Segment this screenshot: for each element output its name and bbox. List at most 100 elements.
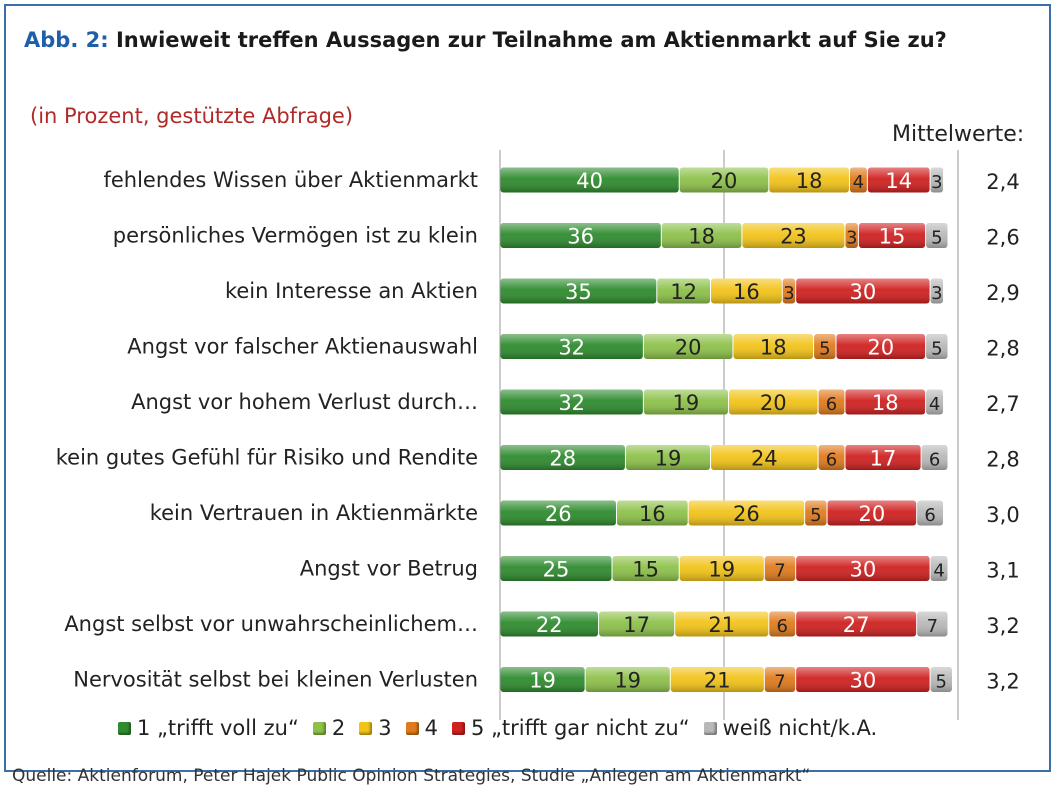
- bar-segment-gloss: [599, 611, 675, 637]
- bar-segment-gloss: [661, 223, 742, 248]
- bar-value-label: 4: [933, 561, 944, 582]
- bar-segment: [711, 445, 818, 470]
- bar-segment-gloss: [769, 611, 796, 637]
- bar-segment: [917, 611, 948, 637]
- bar-segment-gloss: [926, 389, 944, 415]
- bar-value-label: 40: [576, 169, 603, 193]
- bar-segment-gloss: [679, 556, 764, 581]
- bar-segment-gloss: [796, 667, 930, 692]
- bar-segment-gloss: [845, 445, 921, 470]
- legend-label: 5 „trifft gar nicht zu“: [470, 716, 690, 740]
- bar-segment-gloss: [657, 278, 711, 304]
- mean-value: 2,8: [986, 448, 1019, 472]
- bar-segment-gloss: [764, 556, 796, 581]
- bar-segment-gloss: [711, 278, 782, 304]
- bar-value-label: 20: [760, 391, 787, 415]
- bar-segment: [500, 556, 612, 581]
- bar-segment-gloss: [728, 389, 818, 415]
- bar-segment-gloss: [670, 667, 764, 692]
- bar-value-label: 16: [733, 280, 760, 304]
- bar-segment-gloss: [643, 389, 728, 415]
- bar-segment: [742, 223, 845, 248]
- bar-segment-gloss: [782, 278, 796, 304]
- bar-value-label: 14: [885, 169, 912, 193]
- bar-value-label: 23: [780, 225, 807, 249]
- bar-segment: [858, 223, 926, 248]
- legend-item: 1 „trifft voll zu“: [118, 716, 299, 740]
- bar-value-label: 28: [549, 447, 576, 471]
- bar-segment-gloss: [926, 334, 948, 359]
- bar-segment: [845, 223, 858, 248]
- bar-segment-gloss: [625, 445, 711, 470]
- bars-group: 40 20 18 4 14 3 36 18 23 3 15 5 35 12 16 3 30 3 32 20 18 5 20 5…: [500, 167, 952, 693]
- bar-segment: [930, 556, 948, 581]
- mean-value: 3,2: [986, 614, 1019, 638]
- bar-segment: [930, 667, 952, 692]
- category-label: Nervosität selbst bei kleinen Verlusten: [73, 668, 478, 692]
- bar-segment: [670, 667, 764, 692]
- bar-segment-gloss: [616, 500, 688, 526]
- bar-segment-gloss: [500, 556, 612, 581]
- category-label: Angst vor Betrug: [300, 557, 478, 581]
- bar-segment: [926, 223, 948, 248]
- bar-value-label: 20: [711, 169, 738, 193]
- bar-segment-gloss: [917, 611, 948, 637]
- bar-value-label: 21: [708, 613, 735, 637]
- bar-value-label: 6: [777, 616, 788, 637]
- bar-segment-gloss: [500, 500, 616, 526]
- bar-value-label: 12: [670, 280, 697, 304]
- bar-value-label: 6: [826, 394, 837, 415]
- legend-label: 3: [378, 716, 392, 740]
- bar-segment-gloss: [845, 389, 926, 415]
- bar-segment: [818, 389, 845, 415]
- chart-frame: [4, 4, 1051, 772]
- bar-segment: [711, 278, 782, 304]
- bar-segment: [500, 334, 643, 359]
- category-label: persönliches Vermögen ist zu klein: [113, 224, 478, 248]
- bar-value-label: 20: [675, 336, 702, 360]
- bar-value-label: 26: [733, 502, 760, 526]
- legend-swatch: [703, 721, 717, 735]
- bar-segment: [728, 389, 818, 415]
- mean-value: 2,7: [986, 392, 1019, 416]
- mean-value: 2,6: [986, 226, 1019, 250]
- legend-label: weiß nicht/k.A.: [722, 716, 878, 740]
- bar-segment: [930, 167, 944, 193]
- bar-segment: [661, 223, 742, 248]
- bar-value-label: 3: [931, 172, 942, 193]
- bar-segment: [585, 667, 670, 692]
- bar-segment-gloss: [769, 167, 849, 193]
- legend-swatch: [312, 721, 326, 735]
- bar-segment-gloss: [500, 167, 679, 193]
- bar-segment-gloss: [500, 334, 643, 359]
- bar-segment-gloss: [500, 278, 657, 304]
- bar-segment-gloss: [711, 445, 818, 470]
- bar-segment: [867, 167, 930, 193]
- bar-value-label: 5: [810, 505, 821, 526]
- bar-value-label: 19: [708, 558, 735, 582]
- legend: 1 „trifft voll zu“ 2 3 4 5 „trifft gar nicht…: [118, 716, 891, 740]
- legend-item: 2: [312, 716, 345, 740]
- bar-segment: [849, 167, 867, 193]
- bar-segment-gloss: [930, 278, 944, 304]
- bar-value-label: 19: [655, 447, 682, 471]
- bar-segment-gloss: [827, 500, 917, 526]
- bar-value-label: 5: [819, 339, 830, 360]
- category-label: Angst vor hohem Verlust durch…: [131, 390, 478, 414]
- bar-value-label: 19: [673, 391, 700, 415]
- bar-value-label: 32: [558, 336, 585, 360]
- bar-value-label: 32: [558, 391, 585, 415]
- bar-segment-gloss: [500, 223, 661, 248]
- mean-values-group: 2,4 2,6 2,9 2,8 2,7 2,8 3,0 3,1 3,2 3,2: [986, 170, 1019, 694]
- bar-segment: [836, 334, 926, 359]
- bar-value-label: 30: [850, 280, 877, 304]
- chart-title: Abb. 2: Inwieweit treffen Aussagen zur T…: [24, 28, 947, 52]
- bar-value-label: 24: [751, 447, 778, 471]
- bar-value-label: 3: [846, 228, 857, 249]
- legend-item: 5 „trifft gar nicht zu“: [451, 716, 690, 740]
- bar-segment: [612, 556, 679, 581]
- source-note: Quelle: Aktienforum, Peter Hajek Public …: [12, 766, 811, 786]
- bar-segment: [500, 223, 661, 248]
- bar-value-label: 6: [929, 450, 940, 471]
- bar-segment: [782, 278, 796, 304]
